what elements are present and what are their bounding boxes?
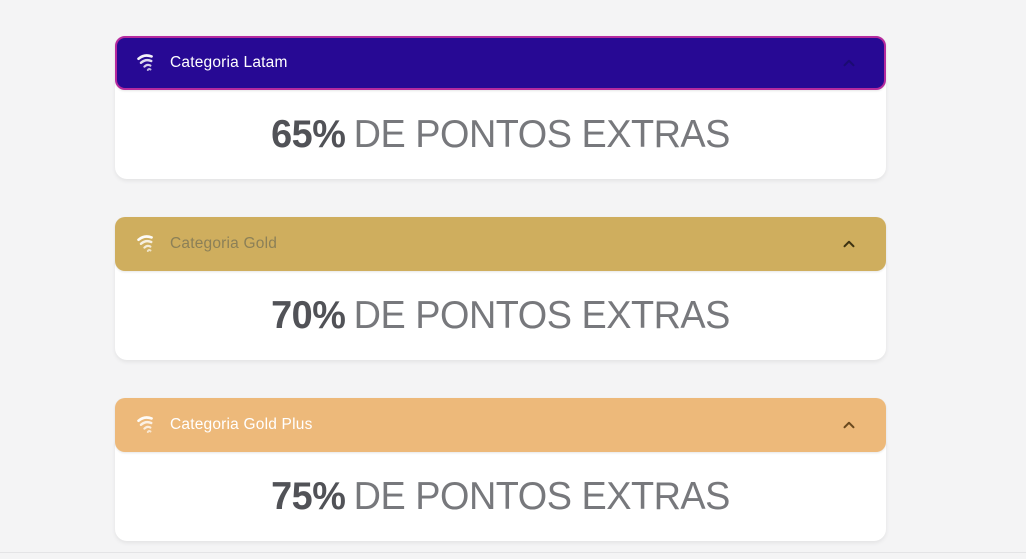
benefit-suffix: DE PONTOS EXTRAS xyxy=(353,112,731,156)
benefit-suffix: DE PONTOS EXTRAS xyxy=(353,474,731,518)
category-label: Categoria Gold xyxy=(170,235,278,252)
benefit-suffix: DE PONTOS EXTRAS xyxy=(353,293,731,337)
category-label: Categoria Latam xyxy=(170,54,288,71)
benefit-text: 70% DE PONTOS EXTRAS xyxy=(271,294,730,338)
category-card-latam: Categoria Latam 65% DE PONTOS EXTRAS xyxy=(115,36,886,179)
benefits-accordion-list: Categoria Latam 65% DE PONTOS EXTRAS xyxy=(115,36,886,559)
benefit-percent: 65% xyxy=(271,112,346,156)
brand-swirl-icon xyxy=(135,233,157,255)
chevron-up-icon xyxy=(840,416,858,434)
accordion-header-gold[interactable]: Categoria Gold xyxy=(115,217,886,271)
accordion-header-gold-plus[interactable]: Categoria Gold Plus xyxy=(115,398,886,452)
benefit-percent: 70% xyxy=(271,293,346,337)
benefit-panel: 75% DE PONTOS EXTRAS xyxy=(115,442,886,541)
category-label: Categoria Gold Plus xyxy=(170,416,313,433)
chevron-up-icon xyxy=(840,235,858,253)
brand-swirl-icon xyxy=(135,414,157,436)
chevron-up-icon xyxy=(840,54,858,72)
benefit-text: 75% DE PONTOS EXTRAS xyxy=(271,475,730,519)
benefit-text: 65% DE PONTOS EXTRAS xyxy=(271,113,730,157)
category-card-gold-plus: Categoria Gold Plus 75% DE PONTOS EXTRAS xyxy=(115,398,886,541)
category-card-gold: Categoria Gold 70% DE PONTOS EXTRAS xyxy=(115,217,886,360)
page-divider xyxy=(0,552,1026,553)
brand-swirl-icon xyxy=(135,52,157,74)
benefit-panel: 70% DE PONTOS EXTRAS xyxy=(115,261,886,360)
benefit-panel: 65% DE PONTOS EXTRAS xyxy=(115,80,886,179)
accordion-header-latam[interactable]: Categoria Latam xyxy=(115,36,886,90)
benefit-percent: 75% xyxy=(271,474,346,518)
